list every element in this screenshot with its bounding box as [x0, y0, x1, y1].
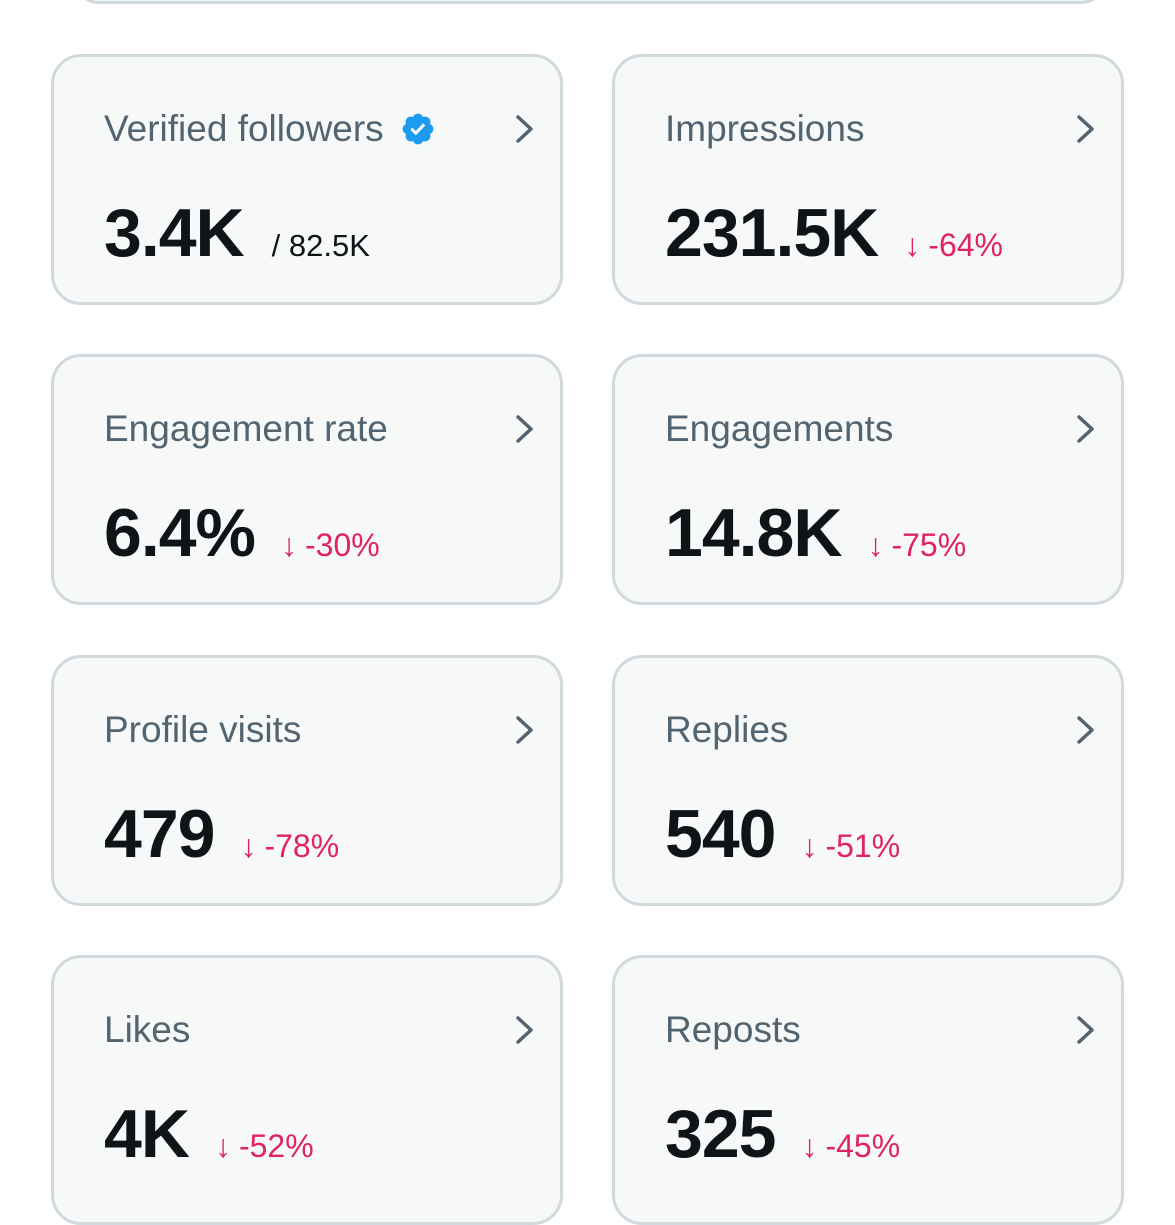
change-percent: -30%: [305, 527, 380, 563]
card-title: Engagements: [665, 408, 894, 449]
change-percent: -52%: [238, 1128, 314, 1164]
metric-change: ↓ -30%: [281, 527, 380, 564]
arrow-down-icon: ↓: [801, 1128, 818, 1164]
metric-total: / 82.5K: [271, 228, 370, 263]
card-impressions[interactable]: Impressions 231.5K ↓ -64%: [612, 54, 1124, 305]
metric-value: 479: [104, 796, 215, 872]
metric-change: ↓ -51%: [801, 828, 900, 865]
metric-value: 6.4%: [104, 495, 256, 571]
arrow-down-icon: ↓: [281, 527, 297, 563]
card-engagements[interactable]: Engagements 14.8K ↓ -75%: [612, 354, 1124, 605]
metric-row: 6.4% ↓ -30%: [104, 495, 380, 571]
arrow-down-icon: ↓: [801, 828, 818, 864]
verified-badge-icon: [402, 113, 434, 145]
chevron-right-icon[interactable]: [1073, 411, 1099, 447]
change-percent: -64%: [928, 227, 1003, 263]
chevron-right-icon[interactable]: [512, 1012, 538, 1048]
arrow-down-icon: ↓: [240, 828, 257, 864]
card-title: Engagement rate: [104, 408, 388, 449]
metric-change: ↓ -45%: [801, 1128, 900, 1165]
previous-card-edge: [70, 0, 1110, 4]
card-likes[interactable]: Likes 4K ↓ -52%: [51, 955, 563, 1225]
card-title: Likes: [104, 1009, 191, 1050]
metric-change: ↓ -78%: [240, 828, 339, 865]
metric-change: ↓ -64%: [904, 227, 1003, 264]
metric-value: 540: [665, 796, 776, 872]
card-title: Profile visits: [104, 709, 302, 750]
chevron-right-icon[interactable]: [1073, 111, 1099, 147]
chevron-right-icon[interactable]: [512, 411, 538, 447]
chevron-right-icon[interactable]: [512, 111, 538, 147]
metric-row: 540 ↓ -51%: [665, 796, 900, 872]
metric-row: 479 ↓ -78%: [104, 796, 339, 872]
card-engagement-rate[interactable]: Engagement rate 6.4% ↓ -30%: [51, 354, 563, 605]
change-percent: -45%: [825, 1128, 901, 1164]
card-title: Reposts: [665, 1009, 801, 1050]
arrow-down-icon: ↓: [904, 227, 921, 263]
arrow-down-icon: ↓: [214, 1128, 231, 1164]
card-reposts[interactable]: Reposts 325 ↓ -45%: [612, 955, 1124, 1225]
metric-row: 325 ↓ -45%: [665, 1096, 900, 1172]
card-profile-visits[interactable]: Profile visits 479 ↓ -78%: [51, 655, 563, 906]
card-replies[interactable]: Replies 540 ↓ -51%: [612, 655, 1124, 906]
metric-row: 231.5K ↓ -64%: [665, 195, 1003, 271]
metric-row: 4K ↓ -52%: [104, 1096, 314, 1172]
chevron-right-icon[interactable]: [1073, 1012, 1099, 1048]
metric-value: 14.8K: [665, 495, 842, 571]
change-percent: -51%: [825, 828, 901, 864]
metric-row: 14.8K ↓ -75%: [665, 495, 966, 571]
metric-value: 231.5K: [665, 195, 879, 271]
card-title: Impressions: [665, 108, 865, 149]
chevron-right-icon[interactable]: [1073, 712, 1099, 748]
card-title: Verified followers: [104, 107, 436, 151]
metric-value: 4K: [104, 1096, 190, 1172]
metric-value: 3.4K: [104, 195, 245, 271]
chevron-right-icon[interactable]: [512, 712, 538, 748]
change-percent: -78%: [264, 828, 340, 864]
arrow-down-icon: ↓: [867, 527, 884, 563]
card-verified-followers[interactable]: Verified followers 3.4K / 82.5K: [51, 54, 563, 305]
metric-value: 325: [665, 1096, 776, 1172]
change-percent: -75%: [891, 527, 967, 563]
metric-change: ↓ -52%: [215, 1128, 314, 1165]
card-title-text: Verified followers: [104, 108, 384, 149]
metric-row: 3.4K / 82.5K: [104, 195, 370, 271]
card-title: Replies: [665, 709, 789, 750]
metric-change: ↓ -75%: [867, 527, 966, 564]
